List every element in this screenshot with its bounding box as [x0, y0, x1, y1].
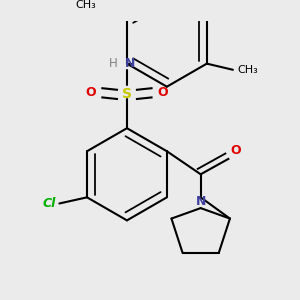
Text: H: H: [109, 57, 118, 70]
Text: O: O: [85, 86, 96, 99]
Text: N: N: [125, 57, 135, 70]
Text: S: S: [122, 87, 132, 101]
Text: CH₃: CH₃: [238, 65, 258, 75]
Text: O: O: [158, 86, 168, 99]
Text: CH₃: CH₃: [76, 0, 96, 10]
Text: N: N: [196, 195, 206, 208]
Text: Cl: Cl: [43, 197, 56, 210]
Text: O: O: [230, 144, 241, 158]
